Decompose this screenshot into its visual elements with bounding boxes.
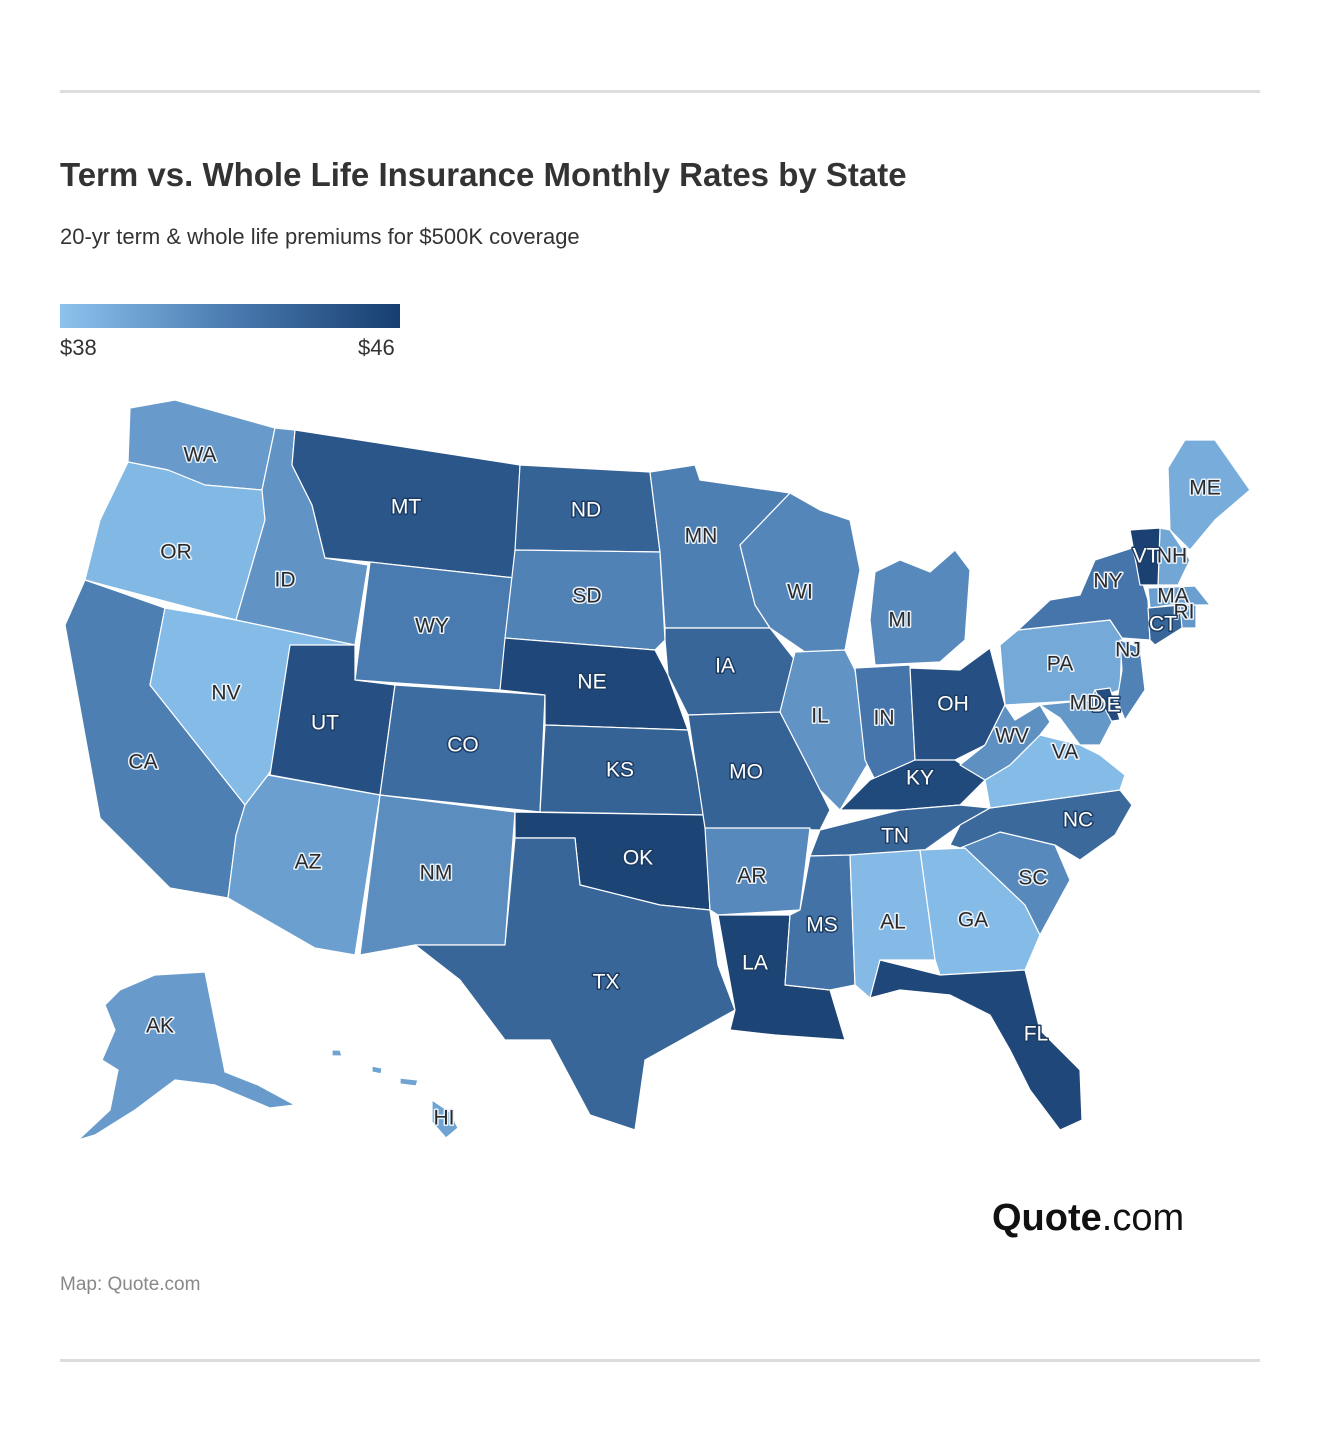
us-choropleth-map: WA OR CA NV ID MT WY UT AZ CO NM ND SD NE KS OK TX MN IA MO… [64, 399, 1251, 1141]
state-label-pa: PA [1047, 653, 1073, 676]
legend-color-scale [60, 304, 400, 328]
state-label-ky: KY [906, 767, 934, 790]
legend-min-label: $38 [60, 335, 97, 360]
state-label-ar: AR [737, 865, 766, 888]
state-label-tx: TX [593, 971, 620, 994]
states-layer [64, 399, 1251, 1141]
quote-logo: Quote.com [992, 1197, 1185, 1239]
state-label-de: DE [1091, 694, 1120, 717]
state-label-nv: NV [211, 682, 240, 705]
state-label-ok: OK [623, 847, 653, 870]
state-md [1039, 689, 1113, 746]
state-label-mt: MT [391, 496, 421, 519]
state-label-or: OR [160, 541, 192, 564]
state-label-hi: HI [434, 1107, 455, 1130]
state-label-ne: NE [577, 671, 606, 694]
state-label-ut: UT [311, 712, 339, 735]
state-label-vt: VT [1133, 545, 1160, 568]
state-vt [1129, 527, 1161, 586]
state-label-nm: NM [420, 862, 453, 885]
top-divider [60, 90, 1260, 93]
state-label-nd: ND [571, 499, 601, 522]
map-credit: Map: Quote.com [60, 1274, 201, 1295]
state-label-co: CO [447, 734, 479, 757]
state-label-ri: RI [1174, 601, 1195, 624]
state-nj [1116, 639, 1146, 721]
state-label-wy: WY [415, 615, 449, 638]
state-label-la: LA [742, 952, 768, 975]
state-label-nc: NC [1063, 809, 1093, 832]
state-label-ny: NY [1093, 570, 1122, 593]
state-label-ga: GA [958, 909, 988, 932]
state-label-ct: CT [1149, 613, 1177, 636]
state-label-ma: MA [1157, 585, 1189, 608]
state-ak [77, 971, 296, 1141]
state-ct [1147, 604, 1183, 646]
state-label-fl: FL [1024, 1023, 1049, 1046]
state-label-nj: NJ [1115, 639, 1141, 662]
state-label-va: VA [1052, 741, 1078, 764]
state-label-ia: IA [715, 655, 735, 678]
legend-max-label: $46 [358, 335, 395, 360]
labels-layer: WA OR CA NV ID MT WY UT AZ CO NM ND SD NE KS OK TX MN IA MO… [127, 442, 1222, 1131]
state-label-oh: OH [937, 693, 969, 716]
state-label-ca: CA [128, 751, 157, 774]
state-label-tn: TN [881, 825, 909, 848]
state-label-mi: MI [888, 609, 911, 632]
state-wv [959, 704, 1051, 781]
state-label-in: IN [874, 707, 895, 730]
state-label-mo: MO [729, 761, 763, 784]
state-ar [704, 827, 811, 916]
state-label-mn: MN [685, 525, 718, 548]
state-tx [414, 837, 736, 1131]
state-label-il: IL [811, 705, 829, 728]
state-label-sc: SC [1018, 867, 1047, 890]
state-sd [504, 549, 666, 651]
state-label-ks: KS [606, 759, 634, 782]
state-label-ak: AK [146, 1015, 174, 1038]
state-label-nh: NH [1157, 545, 1187, 568]
state-mi [869, 549, 971, 666]
state-label-al: AL [880, 911, 906, 934]
state-hi [331, 1049, 459, 1139]
state-me [1167, 439, 1251, 551]
state-label-sd: SD [572, 585, 601, 608]
state-label-wi: WI [787, 581, 813, 604]
state-label-wv: WV [995, 725, 1029, 748]
state-label-md: MD [1070, 692, 1103, 715]
page-title: Term vs. Whole Life Insurance Monthly Ra… [60, 156, 907, 193]
state-label-ms: MS [806, 914, 838, 937]
state-label-id: ID [275, 569, 296, 592]
state-label-wa: WA [183, 444, 216, 467]
state-wi [739, 492, 861, 653]
state-fl [869, 959, 1083, 1131]
bottom-divider [60, 1359, 1260, 1362]
page-subtitle: 20-yr term & whole life premiums for $50… [60, 224, 580, 249]
state-label-me: ME [1189, 477, 1221, 500]
state-az [227, 774, 381, 956]
state-label-az: AZ [295, 851, 322, 874]
